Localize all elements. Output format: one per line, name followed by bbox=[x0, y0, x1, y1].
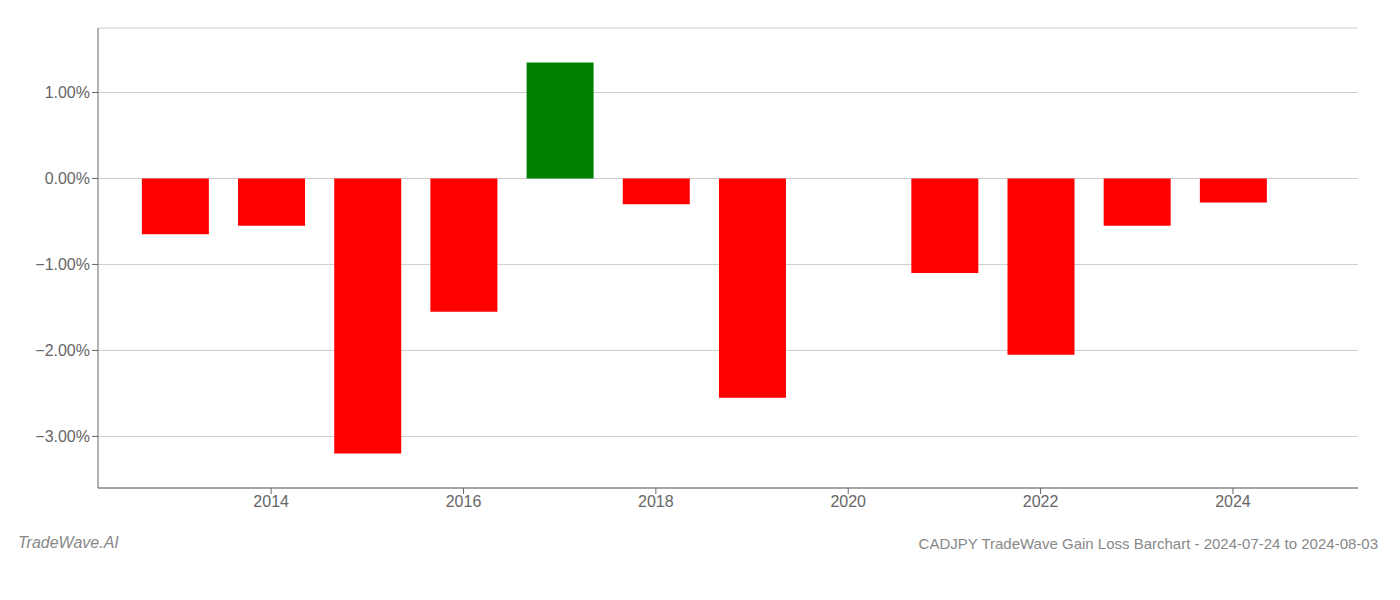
svg-text:2014: 2014 bbox=[253, 493, 289, 510]
svg-text:2024: 2024 bbox=[1215, 493, 1251, 510]
html-text:CADJPY TradeWave Gain Loss Bar: CADJPY TradeWave Gain Loss Barchart - 20… bbox=[918, 535, 1378, 552]
svg-text:−3.00%: −3.00% bbox=[35, 428, 90, 445]
svg-text:−1.00%: −1.00% bbox=[35, 256, 90, 273]
svg-text:2016: 2016 bbox=[446, 493, 482, 510]
svg-text:0.00%: 0.00% bbox=[45, 170, 90, 187]
svg-text:1.00%: 1.00% bbox=[45, 84, 90, 101]
svg-text:−2.00%: −2.00% bbox=[35, 342, 90, 359]
html-text:TradeWave.AI: TradeWave.AI bbox=[18, 534, 119, 551]
svg-text:2020: 2020 bbox=[830, 493, 866, 510]
svg-text:2022: 2022 bbox=[1023, 493, 1059, 510]
svg-text:2018: 2018 bbox=[638, 493, 674, 510]
